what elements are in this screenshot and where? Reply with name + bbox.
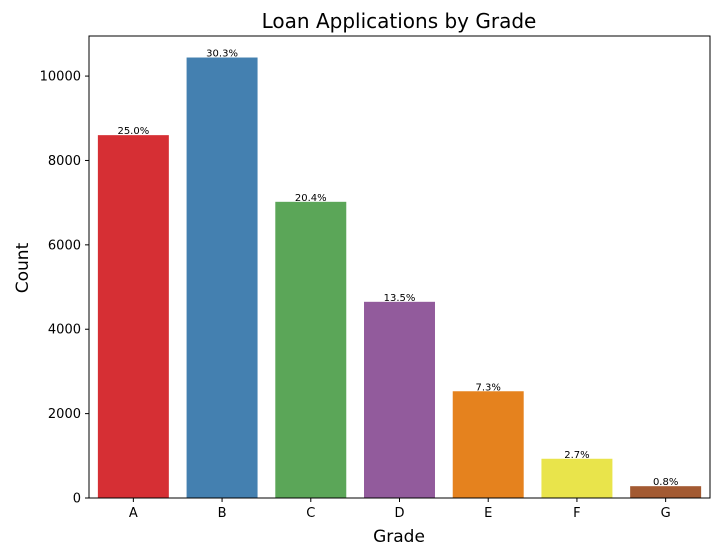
bar-a: [97, 135, 169, 498]
x-tick-label-b: B: [218, 506, 227, 521]
bar-c: [275, 201, 347, 498]
bar-label-f: 2.7%: [564, 450, 589, 461]
x-axis-ticks: A B C D E F G: [129, 498, 671, 521]
y-tick-label: 8000: [48, 154, 81, 169]
x-tick-label-c: C: [306, 506, 315, 521]
bar-d: [364, 301, 435, 498]
y-tick-label: 0: [73, 492, 81, 507]
bars-group: [97, 57, 702, 498]
bar-label-g: 0.8%: [653, 477, 678, 488]
x-tick-label-d: D: [394, 506, 404, 521]
bar-labels-group: 25.0% 30.3% 20.4% 13.5% 7.3% 2.7% 0.8%: [117, 49, 678, 489]
chart-title: Loan Applications by Grade: [262, 9, 537, 33]
y-axis-ticks: 0 2000 4000 6000 8000 10000: [40, 70, 89, 507]
x-tick-label-e: E: [484, 506, 492, 521]
bar-label-e: 7.3%: [476, 382, 501, 393]
bar-e: [452, 391, 524, 498]
y-tick-label: 2000: [48, 407, 81, 422]
bar-label-d: 13.5%: [384, 293, 416, 304]
plot-frame: [88, 35, 711, 499]
x-tick-label-g: G: [661, 506, 671, 521]
bar-g: [630, 486, 702, 498]
x-axis-label: Grade: [373, 527, 425, 547]
y-tick-label: 6000: [48, 238, 81, 253]
y-tick-label: 4000: [48, 323, 81, 338]
bar-label-c: 20.4%: [295, 193, 327, 204]
bar-b: [186, 57, 258, 498]
x-tick-label-f: F: [573, 506, 580, 521]
y-axis-label: Count: [13, 242, 33, 293]
x-tick-label-a: A: [129, 506, 138, 521]
bar-label-a: 25.0%: [117, 126, 149, 137]
bar-f: [541, 458, 613, 498]
y-tick-label: 10000: [40, 70, 81, 85]
bar-label-b: 30.3%: [206, 49, 238, 60]
